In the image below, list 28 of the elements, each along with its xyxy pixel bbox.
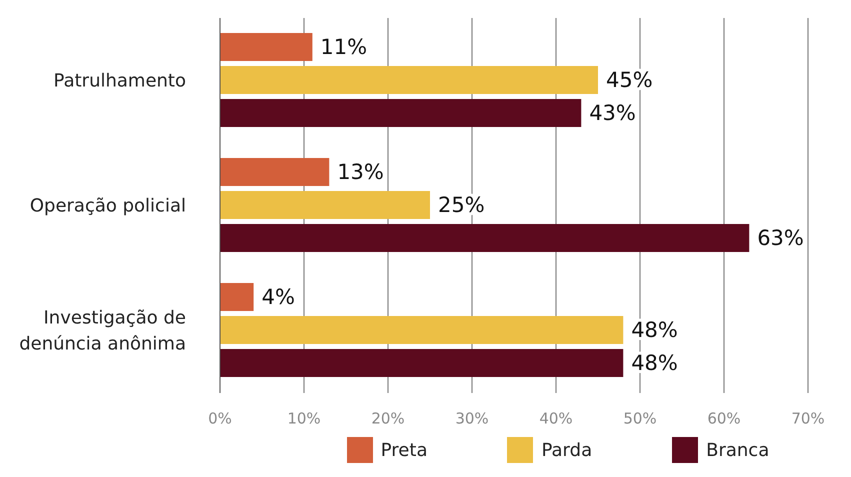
bar	[220, 349, 624, 377]
bar	[220, 191, 430, 219]
bar	[220, 33, 312, 61]
bar	[220, 316, 624, 344]
y-tick-label: Patrulhamento	[54, 70, 186, 91]
data-label: 4%	[262, 285, 295, 309]
legend-label: Branca	[705, 438, 770, 462]
x-tick-label: 0%	[208, 410, 232, 428]
x-tick-label: 40%	[539, 410, 573, 428]
x-tick-label: 70%	[791, 410, 825, 428]
legend-label: Preta	[380, 438, 428, 462]
x-tick-label: 30%	[455, 410, 489, 428]
bar	[220, 66, 598, 94]
x-tick-label: 10%	[287, 410, 321, 428]
bar	[220, 224, 750, 252]
data-label: 63%	[757, 226, 804, 250]
data-label: 11%	[320, 35, 368, 59]
data-label: 43%	[589, 101, 636, 125]
bar	[220, 283, 254, 311]
bar	[220, 158, 330, 186]
data-label: 13%	[337, 160, 384, 184]
y-tick-label: Operação policial	[30, 195, 186, 216]
x-tick-label: 50%	[623, 410, 657, 428]
x-tick-label: 20%	[371, 410, 405, 428]
y-tick-label: Investigação de denúncia anônima	[19, 307, 186, 354]
x-tick-label: 60%	[707, 410, 741, 428]
bar	[220, 99, 582, 127]
legend-label: Parda	[540, 438, 592, 462]
